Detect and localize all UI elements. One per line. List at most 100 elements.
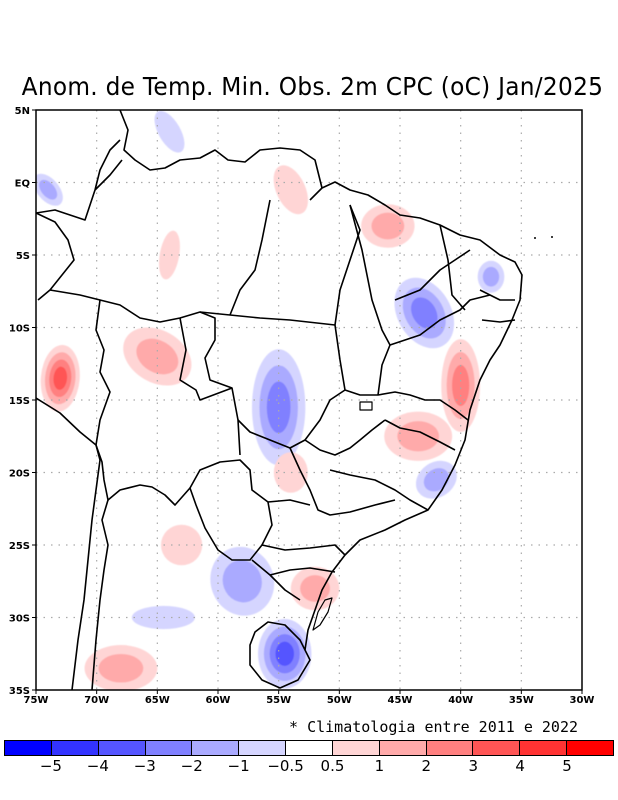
x-tick-label: 50W	[327, 695, 352, 706]
bolivia-border	[95, 299, 233, 446]
uruguay-border	[249, 621, 311, 689]
colorbar-swatch	[520, 741, 568, 755]
lat-lon-grid	[36, 110, 582, 690]
anomaly-contour-fill	[160, 524, 203, 566]
anomaly-region: Rondonia-Bolivia warm (1 oC)	[123, 327, 192, 386]
anomaly-contour-fill	[53, 366, 68, 390]
colorbar-label: 3	[468, 757, 478, 775]
anomaly-region: Uruguay-RS cold (-3 oC)	[258, 618, 312, 689]
colorbar-swatch	[145, 741, 193, 755]
x-tick-label: 55W	[266, 695, 291, 706]
colorbar-swatch	[567, 741, 613, 755]
colorbar-swatch	[286, 741, 333, 755]
anomaly-region: Roraima-N Amazonas cold (-0.5 oC)	[154, 110, 185, 153]
x-tick-label: 70W	[84, 695, 109, 706]
pacific-coastline	[36, 212, 101, 690]
anomaly-contour-fill	[222, 560, 262, 603]
x-tick-label: 60W	[206, 695, 231, 706]
anomaly-region: Mato Grosso do Sul warm (0.5 oC)	[273, 452, 308, 493]
anomaly-region: Espirito Santo-Minas cold (-1 oC)	[415, 460, 457, 499]
anomaly-region: Tocantins-Piaui cold (-2 oC)	[394, 277, 455, 349]
map-title: Anom. de Temp. Min. Obs. 2m CPC (oC) Jan…	[21, 72, 604, 101]
colorbar-swatch	[98, 741, 146, 755]
y-tick-label: EQ	[15, 179, 30, 190]
colorbar-label: 5	[562, 757, 572, 775]
anomaly-region: Minas Gerais warm (1 oC)	[384, 411, 453, 461]
colorbar-labels: −5 −4 −3 −2 −1 −0.5 0.5 1 2 3 4 5	[0, 757, 618, 779]
central-state-borders	[237, 324, 469, 449]
anomaly-contour-fill	[154, 110, 185, 153]
anomaly-map: Amazon-NW cold patch (-1 oC) Roraima-N Am…	[9, 106, 595, 706]
y-tick-label: 30S	[9, 614, 30, 625]
colorbar-label: 1	[374, 757, 385, 775]
anomaly-contour-fill	[275, 641, 295, 666]
y-tick-label: 25S	[9, 541, 30, 552]
anomaly-contour-fill	[423, 468, 450, 492]
y-tick-label: 5N	[15, 106, 30, 117]
northeast-state-borders	[349, 204, 516, 346]
x-tick-label: 35W	[509, 695, 534, 706]
anomaly-contour-fill	[300, 575, 331, 602]
colorbar-label: 0.5	[320, 757, 345, 775]
anomaly-contour-fill	[452, 364, 470, 407]
guianas-border	[119, 110, 323, 189]
anomaly-region: Central Argentina cold (-0.5 oC)	[131, 605, 195, 630]
y-tick-label: 15S	[9, 396, 30, 407]
climatology-footnote: * Climatologia entre 2011 e 2022	[289, 718, 578, 736]
y-tick-label: 10S	[9, 324, 30, 335]
anomaly-region: Chile-Argentina warm (1 oC)	[84, 645, 158, 690]
x-tick-label: 40W	[448, 695, 473, 706]
anomaly-contour-fill	[273, 165, 308, 215]
colorbar-label: −0.5	[267, 757, 304, 775]
anomaly-contour-fill	[273, 452, 308, 493]
colorbar-swatch	[239, 741, 287, 755]
anomaly-region: Maranhao-Para coast warm (1 oC)	[361, 204, 415, 248]
anomaly-region: Mato Grosso-Goias cold (-2 oC)	[251, 349, 306, 466]
atlantic-coastline	[304, 181, 523, 651]
y-tick-label: 20S	[9, 469, 30, 480]
colorbar-label: −5	[39, 757, 62, 775]
colorbar-label: 4	[515, 757, 525, 775]
island-dots	[534, 236, 553, 239]
anomaly-contour-fill	[136, 338, 179, 375]
distrito-federal	[359, 401, 373, 411]
anomaly-contour-fill	[482, 266, 500, 287]
colorbar-label: −4	[86, 757, 109, 775]
venezuela-colombia-border	[36, 139, 123, 221]
anomaly-contour-fill	[98, 653, 144, 683]
colorbar-swatch	[5, 741, 52, 755]
y-tick-label: 5S	[16, 251, 30, 262]
colorbar-label: −2	[180, 757, 203, 775]
country-state-borders	[36, 110, 523, 690]
anomaly-contour-fill	[371, 212, 405, 240]
x-tick-label: 30W	[570, 695, 595, 706]
anomaly-region: Central Amazonas warm (0.5 oC)	[158, 230, 180, 280]
amazonas-para-border	[199, 199, 361, 326]
anomaly-contour-fill	[411, 297, 438, 329]
argentina-north-border	[107, 484, 301, 601]
colorbar-swatch	[473, 741, 521, 755]
anomaly-contour-fill	[397, 421, 440, 452]
anomaly-contour-fill	[266, 381, 291, 434]
colorbar-swatch	[426, 741, 474, 755]
anomaly-region: Rio Grande do Norte cold (-1 oC)	[477, 260, 505, 293]
colorbar-label: 2	[421, 757, 432, 775]
anomaly-contour-fill	[158, 230, 180, 280]
colorbar-swatch	[379, 741, 427, 755]
colorbar-swatch	[51, 741, 99, 755]
colorbar-swatch	[192, 741, 240, 755]
lagoa-dos-patos	[312, 597, 333, 631]
colorbar	[4, 740, 614, 756]
anomaly-region: Amapa-Para warm (0.5 oC)	[273, 165, 308, 215]
y-tick-label: 35S	[9, 686, 30, 697]
andes-border	[91, 444, 109, 690]
x-tick-label: 75W	[24, 695, 49, 706]
anomaly-region: Peru-Acre warm (3 oC)	[40, 344, 80, 412]
anomaly-contour-fill	[131, 605, 195, 630]
x-tick-label: 45W	[388, 695, 413, 706]
colorbar-label: −1	[227, 757, 250, 775]
anomaly-contour-fill	[39, 179, 58, 200]
x-tick-label: 65W	[145, 695, 170, 706]
anomaly-region: Amazon-NW cold patch (-1 oC)	[36, 173, 63, 206]
colorbar-label: −3	[133, 757, 156, 775]
